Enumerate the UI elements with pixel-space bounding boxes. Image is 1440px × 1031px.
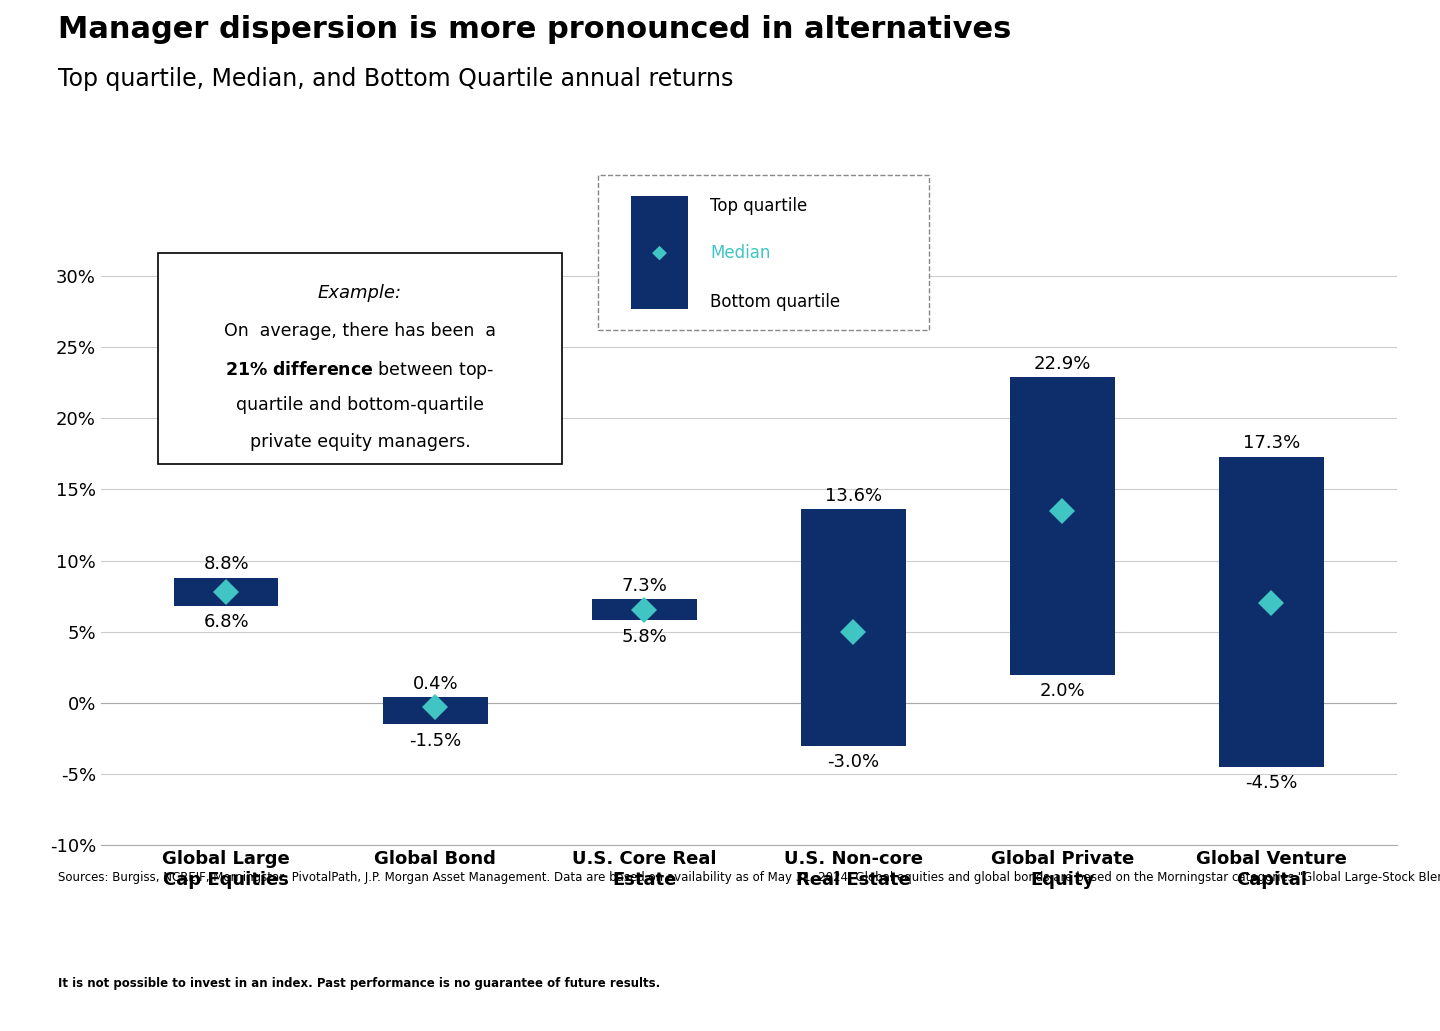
Text: -3.0%: -3.0% — [827, 753, 880, 771]
Bar — [1220, 457, 1323, 767]
Text: $\bf{21\%\ difference}$ between top-: $\bf{21\%\ difference}$ between top- — [225, 359, 495, 380]
Bar — [174, 577, 278, 606]
Text: Top quartile: Top quartile — [710, 197, 808, 215]
Text: Sources: Burgiss, NCREIF, Morningstar, PivotalPath, J.P. Morgan Asset Management: Sources: Burgiss, NCREIF, Morningstar, P… — [58, 871, 1440, 885]
Text: 0.4%: 0.4% — [412, 675, 458, 693]
Text: On  average, there has been  a: On average, there has been a — [225, 322, 495, 339]
Text: private equity managers.: private equity managers. — [249, 433, 471, 451]
Text: Bottom quartile: Bottom quartile — [710, 293, 840, 311]
Text: It is not possible to invest in an index. Past performance is no guarantee of fu: It is not possible to invest in an index… — [58, 977, 660, 991]
Text: 8.8%: 8.8% — [203, 556, 249, 573]
Text: ◆: ◆ — [652, 243, 667, 262]
Text: -1.5%: -1.5% — [409, 732, 461, 750]
Text: Manager dispersion is more pronounced in alternatives: Manager dispersion is more pronounced in… — [58, 15, 1011, 44]
Text: -4.5%: -4.5% — [1246, 774, 1297, 792]
Text: 2.0%: 2.0% — [1040, 681, 1086, 700]
Bar — [592, 599, 697, 621]
Text: 17.3%: 17.3% — [1243, 434, 1300, 453]
Text: Top quartile, Median, and Bottom Quartile annual returns: Top quartile, Median, and Bottom Quartil… — [58, 67, 733, 91]
Bar — [1009, 377, 1115, 674]
Text: quartile and bottom-quartile: quartile and bottom-quartile — [236, 396, 484, 413]
Text: 22.9%: 22.9% — [1034, 355, 1092, 373]
Text: 13.6%: 13.6% — [825, 487, 881, 505]
Text: 6.8%: 6.8% — [203, 613, 249, 631]
Text: Median: Median — [710, 243, 770, 262]
Bar — [801, 509, 906, 745]
Text: Example:: Example: — [318, 284, 402, 301]
Text: 7.3%: 7.3% — [621, 576, 667, 595]
Text: 5.8%: 5.8% — [622, 628, 667, 645]
Bar — [383, 697, 488, 725]
